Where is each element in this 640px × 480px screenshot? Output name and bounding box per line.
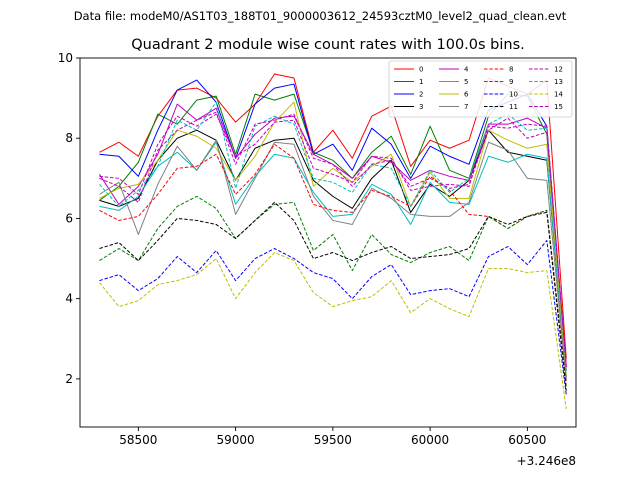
figure-suptitle: Data file: modeM0/AS1T03_188T01_90000036… (74, 9, 567, 23)
y-tick-label: 4 (65, 292, 73, 306)
x-tick-label: 59500 (314, 433, 352, 447)
legend-label: 1 (419, 78, 423, 86)
legend-label: 7 (464, 103, 468, 111)
legend-item: 11 (484, 103, 518, 111)
x-axis-offset-label: +3.246e8 (517, 454, 576, 468)
legend-label: 0 (419, 66, 423, 74)
axes-frame (79, 57, 577, 428)
series-lines (99, 73, 567, 410)
x-tick-label: 59000 (217, 433, 255, 447)
legend-box (388, 60, 573, 118)
x-tick-label: 58500 (119, 433, 157, 447)
series-line-14 (99, 252, 567, 410)
legend-label: 4 (464, 66, 469, 74)
series-line-9 (99, 195, 567, 387)
series-line-10 (99, 239, 567, 395)
legend-label: 9 (509, 78, 513, 86)
legend-item: 3 (394, 103, 423, 111)
x-tick-label: 60500 (508, 433, 546, 447)
legend-item: 6 (439, 91, 469, 99)
series-line-7 (99, 139, 567, 381)
legend-item: 12 (529, 66, 563, 74)
chart-title: Quadrant 2 module wise count rates with … (131, 37, 525, 53)
x-tick-label: 60000 (411, 433, 449, 447)
y-tick-label: 2 (65, 372, 73, 386)
legend-label: 2 (419, 91, 423, 99)
legend-label: 11 (509, 103, 518, 111)
legend-item: 8 (484, 66, 513, 74)
y-tick-label: 8 (65, 131, 73, 145)
legend-label: 3 (419, 103, 423, 111)
legend-item: 0 (394, 66, 423, 74)
legend-item: 4 (439, 66, 469, 74)
series-line-8 (99, 143, 567, 383)
legend-label: 5 (464, 78, 468, 86)
legend-label: 6 (464, 91, 469, 99)
legend-item: 7 (439, 103, 468, 111)
legend-item: 9 (484, 78, 513, 86)
legend-item: 5 (439, 78, 468, 86)
plot-area: 58500 59000 59500 60000 60500 +3.246e8 2 4 6 8 10 0… (58, 51, 577, 468)
series-line-5 (99, 141, 567, 379)
legend-label: 13 (554, 78, 563, 86)
legend-label: 12 (554, 66, 563, 74)
series-line-13 (99, 101, 567, 371)
x-axis: 58500 59000 59500 60000 60500 +3.246e8 (119, 427, 576, 468)
legend-item: 15 (529, 103, 563, 111)
y-tick-label: 10 (58, 51, 73, 65)
legend-label: 14 (554, 91, 563, 99)
legend-label: 15 (554, 103, 563, 111)
series-line-11 (99, 201, 567, 391)
series-line-12 (99, 113, 567, 367)
legend-item: 10 (484, 91, 518, 99)
legend-label: 10 (509, 91, 518, 99)
legend-item: 13 (529, 78, 563, 86)
y-axis: 2 4 6 8 10 (58, 51, 80, 386)
series-line-15 (99, 111, 567, 367)
legend-item: 14 (529, 91, 563, 99)
legend-label: 8 (509, 66, 513, 74)
legend-item: 2 (394, 91, 423, 99)
legend-item: 1 (394, 78, 423, 86)
y-tick-label: 6 (65, 211, 73, 225)
